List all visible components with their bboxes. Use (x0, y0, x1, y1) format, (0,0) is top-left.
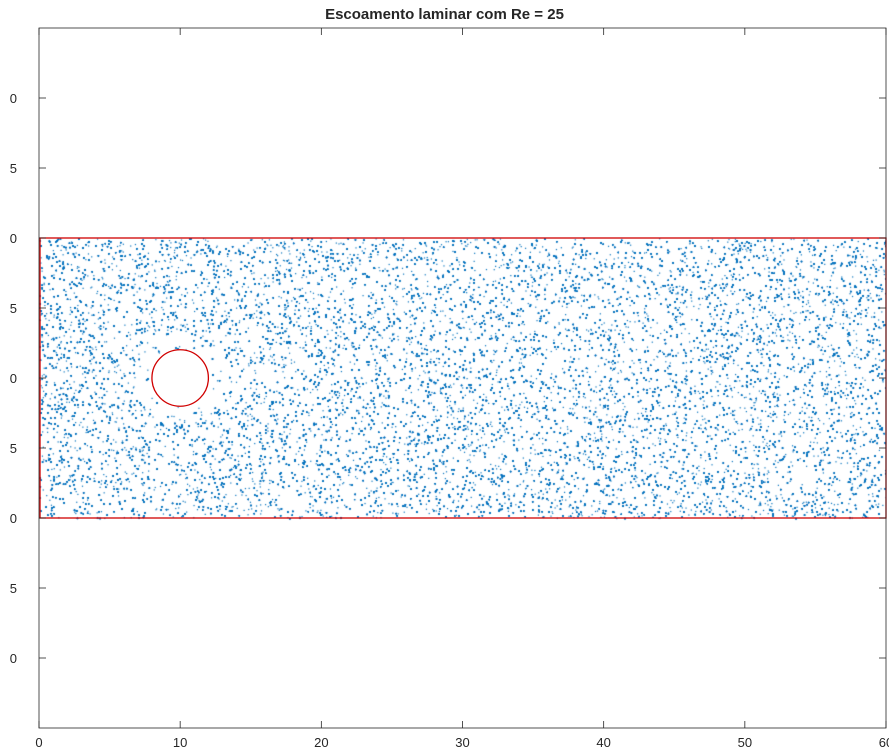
y-tick-label: 0 (10, 651, 17, 666)
x-tick-label: 10 (173, 735, 187, 750)
cylinder-obstacle (151, 349, 210, 407)
x-tick-label: 0 (35, 735, 42, 750)
y-tick-label: 5 (10, 301, 17, 316)
y-tick-label: 0 (10, 231, 17, 246)
x-tick-label: 30 (455, 735, 469, 750)
tick-labels-group: 0102030405060050505050 (10, 91, 889, 750)
y-tick-label: 0 (10, 371, 17, 386)
y-tick-label: 0 (10, 91, 17, 106)
chart-title: Escoamento laminar com Re = 25 (325, 6, 564, 23)
x-tick-label: 50 (738, 735, 752, 750)
y-tick-label: 5 (10, 581, 17, 596)
axes-group (38, 27, 887, 729)
y-tick-label: 5 (10, 441, 17, 456)
x-tick-label: 20 (314, 735, 328, 750)
y-tick-label: 5 (10, 161, 17, 176)
y-tick-label: 0 (10, 511, 17, 526)
x-tick-label: 60 (879, 735, 889, 750)
x-tick-label: 40 (596, 735, 610, 750)
